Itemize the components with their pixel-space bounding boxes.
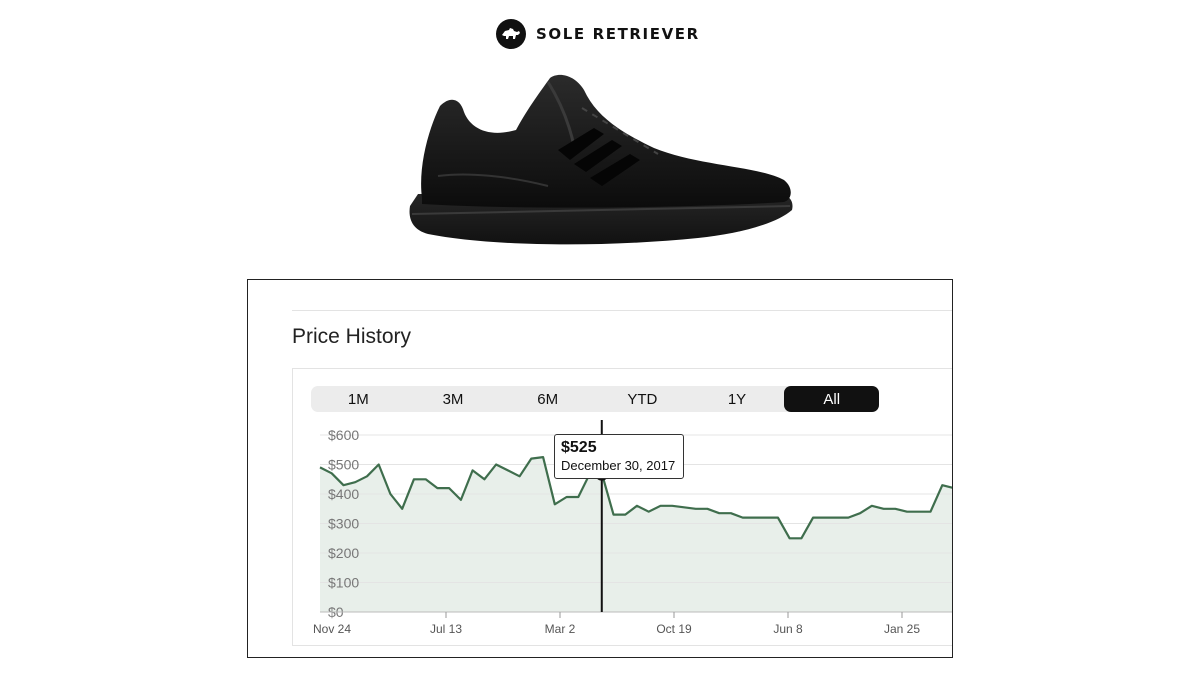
range-tab-3m[interactable]: 3M [442,390,464,408]
price-tooltip: $525 December 30, 2017 [554,434,684,479]
x-tick-label: Jan 25 [884,622,920,636]
y-tick-label: $600 [328,427,359,443]
y-tick-label: $200 [328,545,359,561]
x-tick-label: Oct 19 [656,622,692,636]
brand-header: SOLE RETRIEVER [496,18,700,50]
price-history-title: Price History [292,325,412,348]
chart-panel [292,368,952,646]
y-tick-label: $100 [328,575,359,591]
x-tick-label: Mar 2 [545,622,576,636]
x-tick-label: Jun 8 [773,622,803,636]
price-area [320,457,952,612]
price-history-card: Price History 1M 3M 6M YTD 1Y All $0 $100… [247,279,953,658]
black-sneaker-image [409,74,793,245]
range-tab-6m[interactable]: 6M [537,390,559,408]
range-tab-all[interactable]: All [784,386,880,412]
y-tick-label: $300 [328,516,359,532]
range-tab-ytd[interactable]: YTD [627,390,658,408]
x-tick-label: Nov 24 [313,622,351,636]
range-tab-1y[interactable]: 1Y [727,390,747,408]
x-tick-label: Jul 13 [430,622,462,636]
dog-logo-icon [496,19,526,49]
range-selector: 1M 3M 6M YTD 1Y All [311,386,880,412]
divider [292,310,952,311]
brand-name: SOLE RETRIEVER [536,25,700,43]
y-tick-label: $500 [328,457,359,473]
tooltip-date: December 30, 2017 [561,458,676,473]
y-tick-label: $400 [328,486,359,502]
tooltip-price: $525 [561,439,597,456]
price-line [319,456,952,540]
range-tab-1m[interactable]: 1M [347,390,369,408]
